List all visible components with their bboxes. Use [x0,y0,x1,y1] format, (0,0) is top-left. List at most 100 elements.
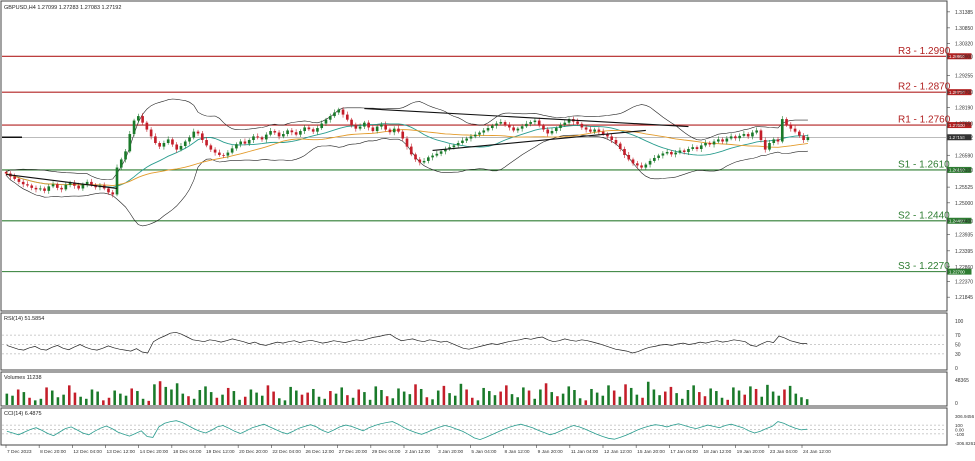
volume-bar [363,392,366,405]
price-tick-label: 1.30320 [955,42,973,48]
volume-bar [470,397,474,405]
candle-bullish [644,164,648,168]
candle-bullish [486,128,490,131]
candle-bullish [559,125,562,129]
volume-bar [777,395,781,405]
volume-bar [238,399,241,405]
volume-bar [692,385,695,405]
volume-bar [374,386,378,405]
price-tick-label: 1.26590 [955,153,973,159]
candle-bearish [294,132,298,135]
candle-bullish [239,141,243,145]
level-label-s3: S3 - 1.2270 [898,261,950,272]
volume-bar [198,390,202,405]
level-label-r1: R1 - 1.2760 [898,115,951,126]
volume-bar [260,395,264,405]
volume-bar [510,394,514,405]
volume-bar [788,385,792,405]
candle-bullish [567,119,571,123]
x-tick-label: 15 Jan 20:00 [637,449,665,455]
candle-bullish [448,147,451,149]
candle-bullish [452,145,456,148]
candle-bullish [529,122,532,124]
volume-bar [488,391,491,405]
price-pane-frame [0,0,948,312]
volume-tick-label: 0 [955,401,958,407]
candle-bearish [614,140,618,144]
volume-bar [800,397,803,405]
cci-tick-label: 306.9456 [955,414,975,419]
volume-bar [754,388,758,405]
current-price-label: 1.27192 [949,135,965,140]
price-tick-label: 1.25000 [955,201,973,207]
price-tick-label: 1.22860 [955,265,973,271]
candle-bullish [768,143,771,150]
current-price-badge [947,134,972,141]
x-tick-label: 23 Jan 04:00 [770,449,798,455]
candle-bearish [17,178,21,182]
volume-bar [703,396,707,405]
volume-bar [243,396,247,405]
price-tick-label: 1.29900 [955,54,973,60]
volume-bar [539,389,542,405]
level-axis-badge [947,122,972,129]
volume-bar [62,394,65,405]
candle-bearish [4,172,8,174]
x-tick-label: 12 Dec 04:00 [73,449,102,455]
volume-bar [578,398,582,405]
volume-bar [737,390,741,405]
candle-bearish [776,139,780,142]
cci-tick-label: 0.00 [955,428,964,433]
candle-bearish [503,122,507,125]
volume-bar [584,400,588,405]
candle-bullish [166,139,170,144]
volume-bar [544,383,548,405]
candle-bullish [699,145,703,149]
volume-bar [436,390,440,405]
x-tick-label: 9 Jan 20:00 [538,449,563,455]
rsi-tick-label: 70 [955,333,961,339]
candle-bearish [307,127,311,130]
level-axis-label: 1.22700 [949,269,965,274]
candle-bullish [439,151,443,154]
candle-bullish [47,186,51,191]
volume-tick-label: 48365 [955,378,969,384]
volume-bar [658,395,661,405]
volume-bar [317,396,321,405]
candle-bearish [13,176,16,179]
candle-bullish [725,138,729,142]
candle-bullish [755,130,759,133]
volume-bar [516,397,519,405]
volume-bar [414,384,417,405]
candle-bullish [516,128,520,131]
volume-bar [107,397,111,405]
rsi-header: RSI(14) 51.5854 [4,316,44,322]
x-tick-label: 8 Jan 12:00 [505,449,530,455]
candle-bearish [141,116,144,123]
volume-bar [119,393,122,405]
volume-bar [323,398,326,405]
volume-bar [663,391,667,405]
cci-header: CCI(14) 6.4875 [4,411,42,417]
volume-bar [85,398,88,405]
candle-bearish [175,144,179,150]
candle-bearish [589,129,592,132]
volume-bar [629,387,633,405]
rsi-tick-label: 30 [955,352,961,358]
candle-bullish [657,155,660,158]
volume-bar [465,389,468,405]
price-tick-label: 1.27650 [955,122,973,128]
volume-bar [805,399,809,405]
level-axis-badge [947,53,972,60]
candle-bullish [316,128,319,132]
volume-bar [505,385,508,405]
candle-bullish [691,147,695,149]
candle-bullish [653,157,656,161]
candle-bearish [798,131,801,136]
price-tick-label: 1.22370 [955,279,973,285]
candle-bearish [759,130,763,141]
volumes-header: Volumes 11238 [4,375,42,381]
candle-bearish [789,124,793,129]
moving-average-fast-line [5,123,808,188]
candle-bearish [746,134,750,137]
